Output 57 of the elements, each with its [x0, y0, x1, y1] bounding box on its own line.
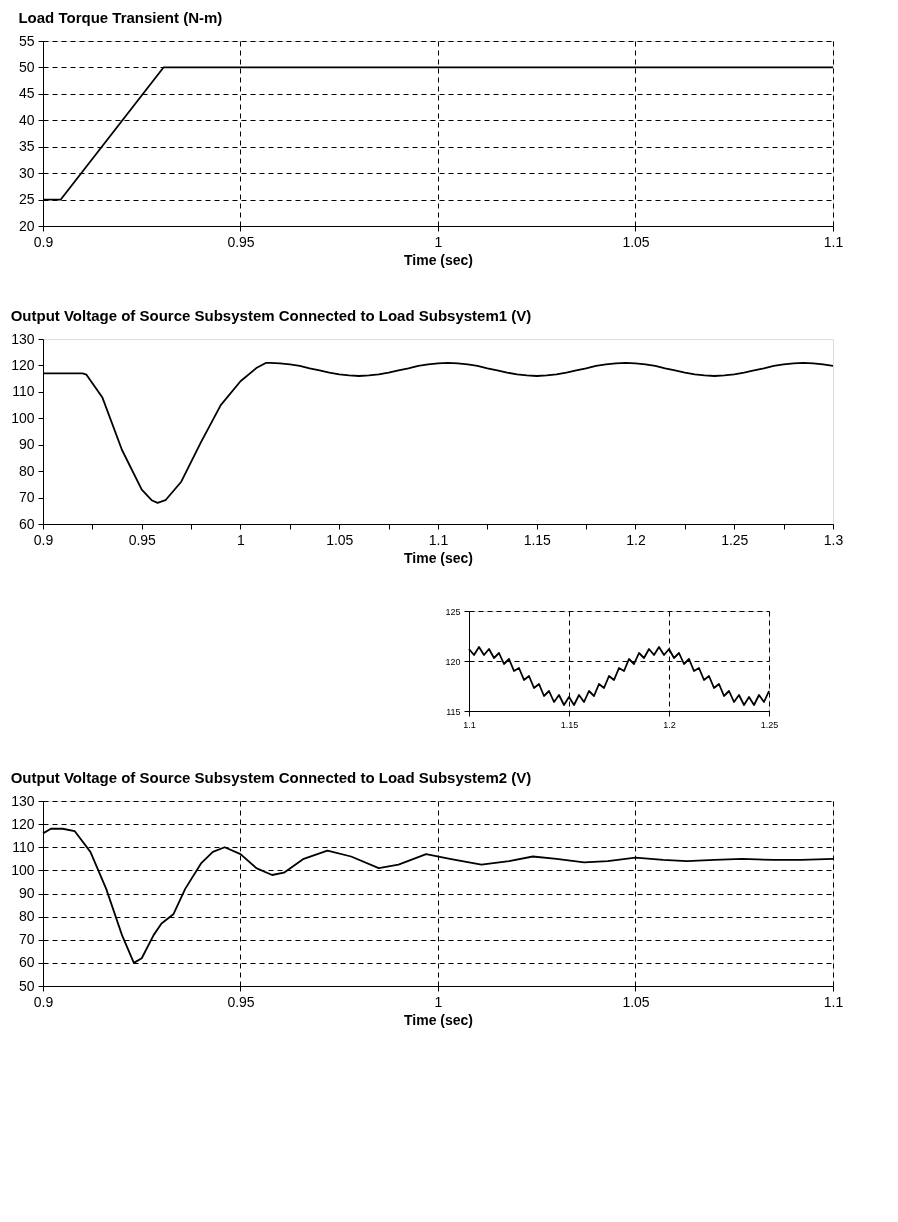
x-tick-label: 0.95 [227, 993, 255, 1010]
y-tick-label: 50 [18, 58, 35, 75]
y-tick-label: 50 [18, 977, 35, 994]
x-tick-label: 1.1 [463, 719, 476, 730]
x-tick-label: 1.1 [428, 531, 449, 548]
y-tick-label: 40 [18, 111, 35, 128]
y-tick-label: 130 [11, 330, 35, 347]
y-tick-label: 90 [18, 885, 35, 901]
x-tick-label: 1.15 [523, 531, 552, 548]
y-tick-label: 120 [11, 356, 35, 373]
y-tick-label: 70 [18, 931, 35, 948]
x-tick-label: 1.25 [721, 531, 749, 548]
y-tick-label: 90 [18, 436, 35, 453]
chart-title: Load Torque Transient (N-m) [18, 9, 223, 26]
x-tick-label: 1 [237, 531, 246, 548]
x-tick-label: 1 [434, 993, 443, 1010]
y-tick-label: 115 [446, 706, 461, 717]
x-tick-label: 1 [434, 233, 443, 250]
y-tick-label: 55 [18, 32, 35, 49]
x-tick-label: 1.05 [622, 233, 650, 250]
x-tick-label: 1.05 [622, 993, 650, 1010]
y-tick-label: 120 [11, 815, 35, 832]
x-tick-label: 1.2 [663, 719, 676, 730]
x-tick-label: 0.95 [227, 233, 255, 250]
y-tick-label: 125 [445, 606, 461, 617]
y-tick-label: 35 [18, 138, 35, 155]
x-axis-title: Time (sec) [404, 549, 473, 566]
y-tick-label: 45 [18, 85, 35, 102]
y-tick-label: 80 [18, 462, 35, 479]
x-tick-label: 1.1 [823, 233, 844, 250]
y-tick-label: 70 [18, 489, 35, 506]
x-tick-label: 1.25 [760, 719, 779, 730]
x-tick-label: 0.9 [33, 233, 54, 250]
x-tick-label: 1.1 [823, 993, 844, 1010]
x-axis-title: Time (sec) [404, 1011, 473, 1028]
chart-title: Output Voltage of Source Subsystem Connected to Load Subsystem1 (V) [10, 307, 532, 324]
y-tick-label: 25 [18, 191, 35, 208]
y-tick-label: 20 [18, 217, 35, 234]
x-tick-label: 1.2 [626, 531, 646, 548]
x-tick-label: 1.3 [823, 531, 844, 548]
x-tick-label: 0.95 [128, 531, 157, 548]
x-axis-title: Time (sec) [404, 251, 473, 268]
y-tick-label: 130 [11, 792, 35, 809]
y-tick-label: 80 [18, 908, 35, 925]
y-tick-label: 100 [11, 409, 35, 426]
y-tick-label: 60 [18, 515, 35, 532]
y-tick-label: 60 [18, 954, 35, 971]
chart-title: Output Voltage of Source Subsystem Connected to Load Subsystem2 (V) [10, 769, 532, 786]
y-tick-label: 110 [12, 383, 35, 400]
x-tick-label: 1.15 [560, 719, 579, 730]
x-tick-label: 0.9 [33, 531, 54, 548]
y-tick-label: 110 [12, 838, 35, 855]
x-tick-label: 1.05 [326, 531, 354, 548]
y-tick-label: 120 [445, 656, 461, 667]
y-tick-label: 30 [18, 164, 35, 181]
x-tick-label: 0.9 [33, 993, 54, 1010]
y-tick-label: 100 [11, 861, 35, 878]
